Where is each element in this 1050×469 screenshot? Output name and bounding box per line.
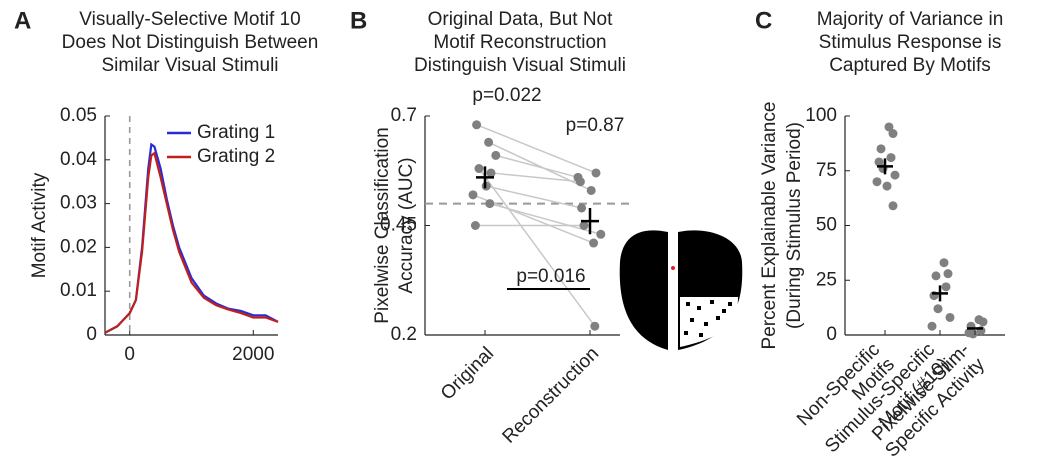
data-point xyxy=(884,122,894,132)
data-point xyxy=(590,321,600,331)
chart-title: Motif Reconstruction xyxy=(433,32,606,53)
x-tick-label: Original xyxy=(437,343,498,404)
y-tick-label: 0.01 xyxy=(60,280,97,301)
data-point xyxy=(468,190,478,200)
data-point xyxy=(931,271,941,281)
seed-pixel xyxy=(671,266,675,270)
pair-line xyxy=(486,185,582,209)
data-point xyxy=(876,144,886,154)
y-tick-label: 0 xyxy=(826,324,837,345)
data-point xyxy=(888,129,898,139)
chart-title: Does Not Distinguish Between xyxy=(62,32,319,53)
chart-title: Stimulus Response is xyxy=(819,32,1002,53)
data-point xyxy=(941,282,951,292)
chart-title: Majority of Variance in xyxy=(817,9,1004,30)
pair-line xyxy=(478,168,596,327)
chart-title: Visually-Selective Motif 10 xyxy=(79,9,300,30)
data-point xyxy=(491,150,501,160)
brain-inset xyxy=(619,230,743,350)
data-point xyxy=(472,120,482,130)
y-tick-label: 0.04 xyxy=(60,149,97,170)
annotation: p=0.016 xyxy=(516,266,585,287)
y-tick-label: 100 xyxy=(805,105,837,126)
data-point xyxy=(968,329,978,339)
data-point xyxy=(888,201,898,211)
data-point xyxy=(933,304,943,314)
annotation: p=0.87 xyxy=(566,115,625,136)
left-hemisphere xyxy=(619,230,668,350)
pixel-noise xyxy=(684,300,732,337)
series-line xyxy=(104,142,279,334)
data-point xyxy=(882,181,892,191)
y-tick-label: 0 xyxy=(86,324,97,345)
data-point xyxy=(872,177,882,187)
y-tick-label: 0.02 xyxy=(60,236,97,257)
y-axis-label: (During Stimulus Period) xyxy=(784,122,805,329)
x-tick-label-group: Reconstruction xyxy=(499,343,603,447)
y-tick-label: 0.7 xyxy=(391,105,417,126)
data-point xyxy=(943,269,953,279)
y-tick-label: 0.2 xyxy=(391,324,417,345)
data-point xyxy=(470,221,480,230)
x-tick-label: 2000 xyxy=(232,344,274,365)
data-point xyxy=(927,321,937,331)
data-point xyxy=(577,203,587,213)
y-axis-label: Percent Explainable Variance xyxy=(759,102,780,350)
pair-line xyxy=(476,124,597,174)
chart-title: Distinguish Visual Stimuli xyxy=(414,55,626,76)
panel-label: C xyxy=(755,7,772,34)
y-axis-label: Pixelwise Classification xyxy=(372,127,393,323)
x-tick-label: 0 xyxy=(124,344,135,365)
data-point xyxy=(486,168,496,178)
y-tick-label: 0.05 xyxy=(60,105,97,126)
data-point xyxy=(945,312,955,322)
data-point xyxy=(596,229,606,239)
y-axis-label: Accuracy (AUC) xyxy=(396,157,417,293)
panel-label: A xyxy=(14,7,31,34)
pair-line xyxy=(490,172,581,183)
chart-title: Similar Visual Stimuli xyxy=(101,55,278,76)
y-tick-label: 0.45 xyxy=(380,215,417,236)
chart-title: Captured By Motifs xyxy=(829,55,991,76)
y-tick-label: 75 xyxy=(816,160,837,181)
x-tick-label: Reconstruction xyxy=(499,343,603,447)
y-axis-label: Motif Activity xyxy=(29,172,50,278)
pair-line xyxy=(488,141,592,192)
y-tick-label: 0.03 xyxy=(60,193,97,214)
data-point xyxy=(890,170,900,180)
data-point xyxy=(874,157,884,167)
data-point xyxy=(591,168,601,178)
data-point xyxy=(886,153,896,163)
data-point xyxy=(589,238,599,248)
y-tick-label: 25 xyxy=(816,269,837,290)
data-point xyxy=(575,177,585,187)
data-point xyxy=(978,317,988,327)
legend-label: Grating 1 xyxy=(197,122,275,143)
data-point xyxy=(586,185,596,195)
pair-line xyxy=(495,154,579,179)
y-tick-label: 50 xyxy=(816,215,837,236)
series-line xyxy=(104,151,279,334)
data-point xyxy=(485,199,495,209)
data-point xyxy=(474,164,484,174)
panel-label: B xyxy=(350,7,367,34)
data-point xyxy=(579,221,589,230)
data-point xyxy=(939,258,949,268)
data-point xyxy=(484,137,494,147)
legend-label: Grating 2 xyxy=(197,146,275,167)
annotation: p=0.022 xyxy=(472,85,541,106)
x-tick-label-group: Original xyxy=(437,343,498,404)
chart-title: Original Data, But Not xyxy=(428,9,614,30)
